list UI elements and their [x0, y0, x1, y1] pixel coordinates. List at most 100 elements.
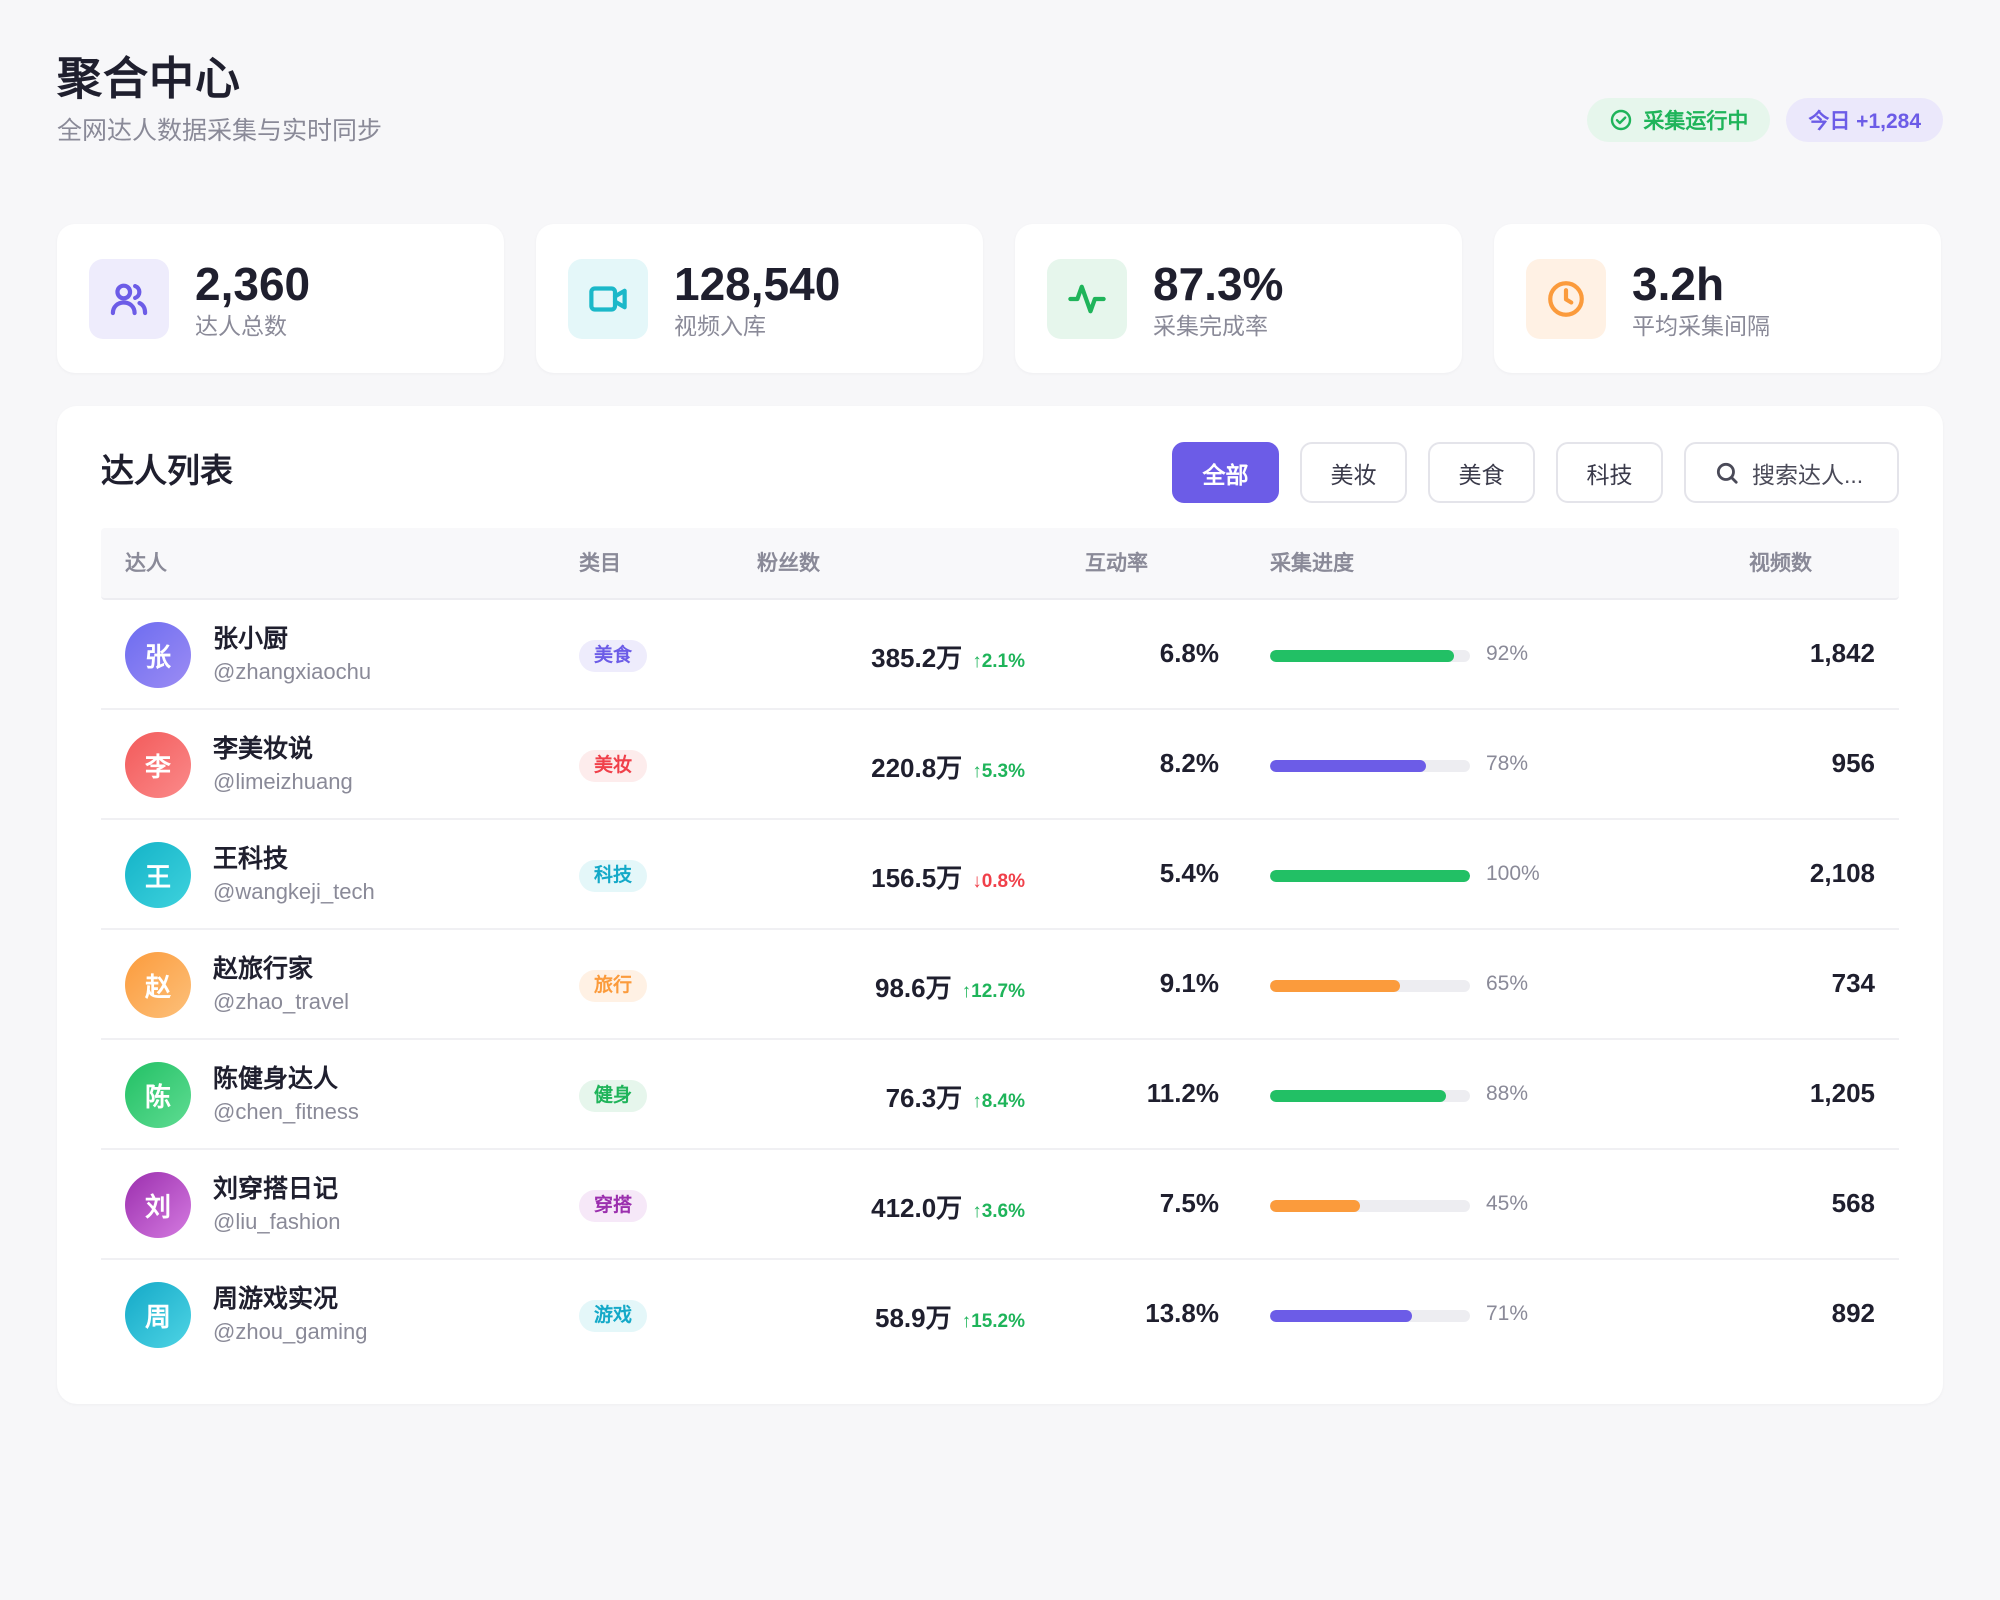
creator-name[interactable]: 王科技 [213, 845, 289, 873]
progress-percent: 45% [1486, 1192, 1529, 1215]
filter-food-button[interactable]: 美食 [1428, 442, 1535, 503]
progress-bar-fill [1270, 1310, 1412, 1322]
fans-delta-value: 8.4% [981, 1091, 1025, 1112]
page-header: 聚合中心 全网达人数据采集与实时同步 [57, 52, 382, 146]
trend-arrow-icon: ↑ [972, 761, 982, 782]
trend-arrow-icon: ↑ [972, 1201, 982, 1222]
stat-card-videos: 128,540 视频入库 [536, 224, 983, 373]
stat-value: 2,360 [195, 257, 311, 310]
column-header-videos[interactable]: 视频数 [1749, 552, 1812, 575]
creator-name[interactable]: 周游戏实况 [213, 1285, 339, 1313]
stat-label: 采集完成率 [1153, 312, 1268, 339]
fans-cell: 76.3万 ↑8.4% [886, 1078, 1025, 1115]
creator-name[interactable]: 赵旅行家 [213, 955, 314, 983]
table-row[interactable]: 张 张小厨 @zhangxiaochu 美食 385.2万 ↑2.1% 6.8%… [101, 600, 1899, 710]
creator-handle: @chen_fitness [213, 1099, 359, 1124]
column-header-category[interactable]: 类目 [579, 552, 621, 575]
page-title: 聚合中心 [57, 53, 242, 104]
column-header-creator[interactable]: 达人 [125, 552, 167, 575]
progress-bar [1270, 760, 1470, 772]
progress-percent: 65% [1486, 972, 1529, 995]
progress-bar [1270, 870, 1470, 882]
fans-delta-value: 0.8% [981, 871, 1025, 892]
engagement-rate: 5.4% [1159, 858, 1219, 888]
progress-bar-fill [1270, 1090, 1446, 1102]
progress-bar-fill [1270, 1200, 1360, 1212]
stat-card-completion: 87.3% 采集完成率 [1015, 224, 1462, 373]
today-count-badge: 今日 +1,284 [1786, 98, 1943, 142]
fans-delta: ↑2.1% [972, 651, 1025, 673]
activity-icon [1068, 284, 1106, 313]
filter-all-button[interactable]: 全部 [1172, 442, 1279, 503]
fans-cell: 156.5万 ↓0.8% [871, 858, 1025, 895]
avatar: 陈 [125, 1062, 191, 1128]
check-circle-icon [1611, 109, 1632, 131]
fans-delta: ↑12.7% [962, 981, 1025, 1003]
stat-label: 视频入库 [674, 312, 766, 339]
progress-bar [1270, 650, 1470, 662]
creator-name[interactable]: 刘穿搭日记 [213, 1175, 339, 1203]
video-count: 892 [1831, 1298, 1875, 1328]
table-header: 达人 类目 粉丝数 互动率 采集进度 视频数 [101, 528, 1899, 600]
search-icon [1716, 462, 1738, 484]
progress-percent: 92% [1486, 642, 1529, 665]
creator-name[interactable]: 张小厨 [213, 625, 289, 653]
filter-tech-button[interactable]: 科技 [1556, 442, 1663, 503]
creator-handle: @zhao_travel [213, 989, 350, 1014]
status-badge-label: 采集运行中 [1643, 110, 1749, 133]
table-row[interactable]: 李 李美妆说 @limeizhuang 美妆 220.8万 ↑5.3% 8.2%… [101, 710, 1899, 820]
progress-bar-fill [1270, 870, 1470, 882]
table-row[interactable]: 刘 刘穿搭日记 @liu_fashion 穿搭 412.0万 ↑3.6% 7.5… [101, 1150, 1899, 1260]
column-header-fans[interactable]: 粉丝数 [757, 552, 820, 575]
fans-cell: 412.0万 ↑3.6% [871, 1188, 1025, 1225]
progress-bar-fill [1270, 650, 1454, 662]
engagement-rate: 9.1% [1159, 968, 1219, 998]
progress-bar [1270, 1090, 1470, 1102]
creator-name[interactable]: 陈健身达人 [213, 1065, 339, 1093]
table-body: 张 张小厨 @zhangxiaochu 美食 385.2万 ↑2.1% 6.8%… [101, 600, 1899, 1370]
fans-delta: ↑15.2% [962, 1311, 1025, 1333]
creator-handle: @zhangxiaochu [213, 659, 372, 684]
search-input[interactable]: 搜索达人... [1684, 442, 1899, 503]
fans-value: 220.8万 [871, 753, 963, 783]
video-count: 1,842 [1809, 638, 1875, 668]
avatar: 刘 [125, 1172, 191, 1238]
table-row[interactable]: 赵 赵旅行家 @zhao_travel 旅行 98.6万 ↑12.7% 9.1%… [101, 930, 1899, 1040]
stats-row: 2,360 达人总数 128,540 视频入库 87.3% 采集完成率 [57, 224, 1941, 373]
fans-delta: ↑5.3% [972, 761, 1025, 783]
search-placeholder: 搜索达人... [1752, 461, 1864, 488]
fans-delta-value: 2.1% [981, 651, 1025, 672]
avatar: 张 [125, 622, 191, 688]
trend-arrow-icon: ↓ [972, 871, 982, 892]
trend-arrow-icon: ↑ [972, 1091, 982, 1112]
stat-value: 3.2h [1632, 257, 1725, 310]
category-badge: 科技 [579, 860, 648, 892]
progress-bar [1270, 1200, 1470, 1212]
video-count: 734 [1831, 968, 1875, 998]
fans-delta-value: 3.6% [981, 1201, 1025, 1222]
progress-bar [1270, 980, 1470, 992]
progress-percent: 78% [1486, 752, 1529, 775]
stat-label: 达人总数 [195, 312, 287, 339]
category-badge: 穿搭 [579, 1190, 648, 1222]
avatar: 李 [125, 732, 191, 798]
creator-name[interactable]: 李美妆说 [213, 735, 314, 763]
filter-beauty-button[interactable]: 美妆 [1300, 442, 1407, 503]
table-row[interactable]: 陈 陈健身达人 @chen_fitness 健身 76.3万 ↑8.4% 11.… [101, 1040, 1899, 1150]
table-row[interactable]: 王 王科技 @wangkeji_tech 科技 156.5万 ↓0.8% 5.4… [101, 820, 1899, 930]
table-row[interactable]: 周 周游戏实况 @zhou_gaming 游戏 58.9万 ↑15.2% 13.… [101, 1260, 1899, 1370]
progress-percent: 88% [1486, 1082, 1529, 1105]
page-subtitle: 全网达人数据采集与实时同步 [57, 117, 383, 145]
fans-value: 98.6万 [875, 973, 952, 1003]
fans-delta-value: 5.3% [981, 761, 1025, 782]
progress-bar [1270, 1310, 1470, 1322]
category-badge: 美食 [579, 640, 648, 672]
video-count: 568 [1831, 1188, 1875, 1218]
progress-bar-fill [1270, 760, 1426, 772]
video-count: 956 [1831, 748, 1875, 778]
column-header-progress[interactable]: 采集进度 [1270, 552, 1354, 575]
fans-delta: ↓0.8% [972, 871, 1025, 893]
column-header-engagement[interactable]: 互动率 [1085, 552, 1148, 575]
stat-icon-box [1526, 258, 1606, 339]
fans-cell: 220.8万 ↑5.3% [871, 748, 1025, 785]
